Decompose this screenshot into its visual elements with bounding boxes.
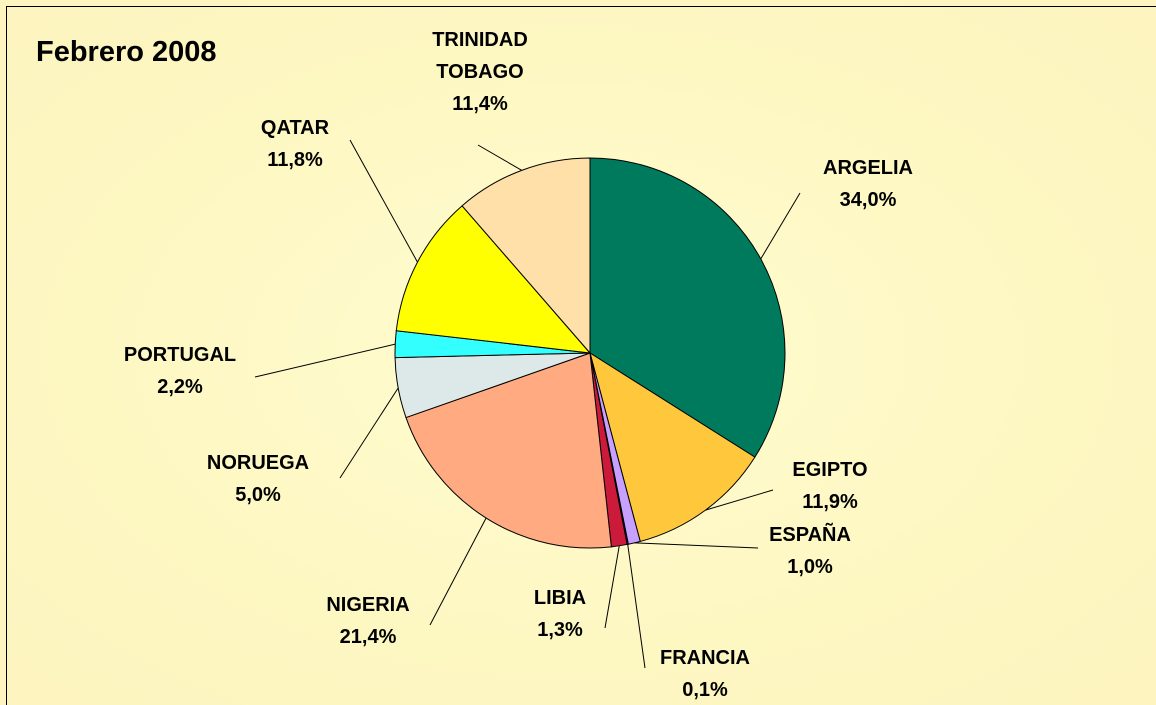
value-label: 21,4% xyxy=(339,626,397,648)
value-label: 11,9% xyxy=(802,491,858,513)
chart-title: Febrero 2008 xyxy=(36,36,217,68)
value-label: 1,3% xyxy=(537,619,583,641)
frame xyxy=(6,6,1156,705)
slice-label: LIBIA xyxy=(533,587,587,609)
slice-label: ARGELIA xyxy=(823,157,913,179)
leader-line xyxy=(760,192,801,260)
leader-line xyxy=(429,517,487,626)
leader-line xyxy=(254,343,396,378)
leader-line xyxy=(634,542,759,549)
value-label: 2,2% xyxy=(157,376,203,398)
slice-label: QATAR xyxy=(260,117,330,139)
leader-line xyxy=(627,544,646,669)
value-label: 11,8% xyxy=(267,149,323,171)
slice-label: FRANCIA xyxy=(660,647,750,669)
value-label: 1,0% xyxy=(787,556,833,578)
value-label: 11,4% xyxy=(452,93,508,115)
leader-line xyxy=(477,144,522,171)
pie-slice xyxy=(405,352,612,549)
slice-label: NIGERIA xyxy=(326,594,410,616)
leader-line xyxy=(705,489,774,511)
pie-slice xyxy=(589,351,756,543)
value-label: 5,0% xyxy=(235,484,281,506)
slice-label: NORUEGA xyxy=(206,452,310,474)
leader-line xyxy=(349,139,418,263)
value-label: 34,0% xyxy=(839,189,897,211)
leader-line xyxy=(604,545,620,629)
leader-line xyxy=(339,387,399,479)
slice-label: EGIPTO xyxy=(792,459,868,481)
pie-slice xyxy=(395,205,592,354)
slice-label: ESPAÑA xyxy=(769,524,851,546)
value-label: 0,1% xyxy=(682,679,728,701)
slice-label: PORTUGAL xyxy=(123,344,237,366)
slice-label: TRINIDAD TOBAGO xyxy=(432,29,528,83)
